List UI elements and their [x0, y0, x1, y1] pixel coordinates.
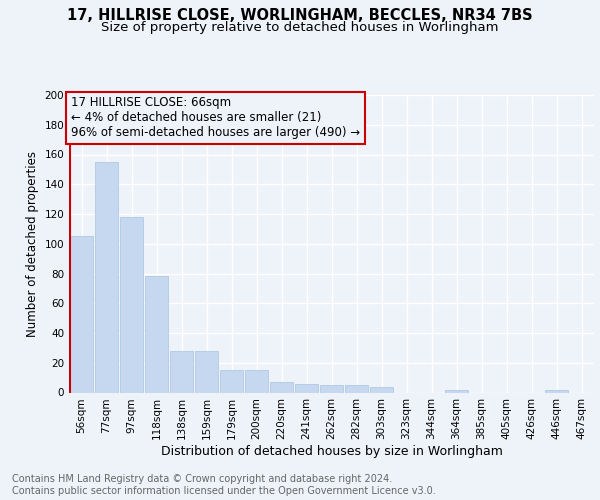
- Text: 17 HILLRISE CLOSE: 66sqm
← 4% of detached houses are smaller (21)
96% of semi-de: 17 HILLRISE CLOSE: 66sqm ← 4% of detache…: [71, 96, 360, 140]
- Bar: [70, 236, 94, 392]
- Bar: [320, 385, 343, 392]
- Text: Contains HM Land Registry data © Crown copyright and database right 2024.
Contai: Contains HM Land Registry data © Crown c…: [12, 474, 436, 496]
- Y-axis label: Number of detached properties: Number of detached properties: [26, 151, 39, 337]
- Bar: [194, 351, 218, 393]
- Bar: [170, 351, 193, 393]
- Bar: [220, 370, 244, 392]
- Bar: [295, 384, 319, 392]
- Text: 17, HILLRISE CLOSE, WORLINGHAM, BECCLES, NR34 7BS: 17, HILLRISE CLOSE, WORLINGHAM, BECCLES,…: [67, 8, 533, 22]
- Bar: [145, 276, 169, 392]
- Bar: [370, 386, 394, 392]
- Bar: [445, 390, 469, 392]
- Bar: [344, 385, 368, 392]
- Bar: [545, 390, 568, 392]
- Bar: [269, 382, 293, 392]
- Text: Size of property relative to detached houses in Worlingham: Size of property relative to detached ho…: [101, 21, 499, 34]
- Bar: [95, 162, 118, 392]
- Bar: [245, 370, 268, 392]
- X-axis label: Distribution of detached houses by size in Worlingham: Distribution of detached houses by size …: [161, 445, 502, 458]
- Bar: [119, 217, 143, 392]
